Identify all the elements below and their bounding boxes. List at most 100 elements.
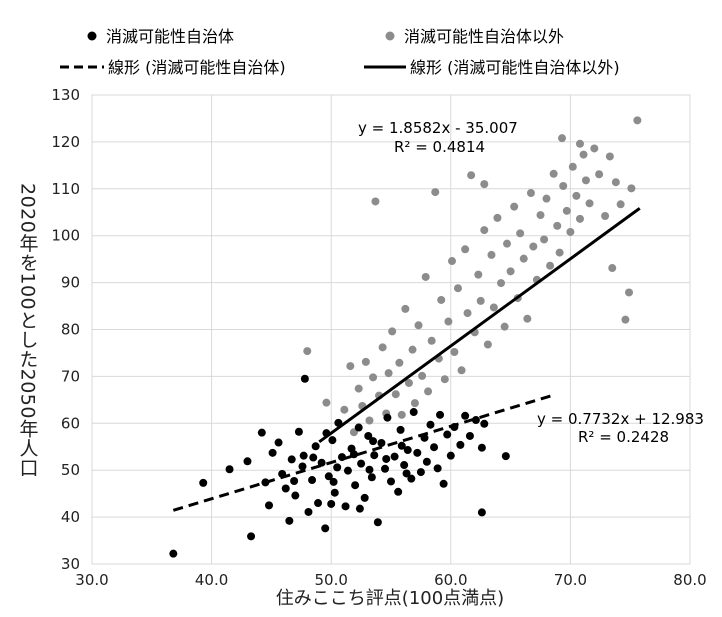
point-other bbox=[384, 369, 393, 378]
point-vanish bbox=[402, 469, 411, 478]
point-vanish bbox=[357, 459, 366, 468]
point-vanish bbox=[477, 443, 486, 452]
point-vanish bbox=[403, 446, 412, 455]
point-other bbox=[572, 191, 581, 200]
point-other bbox=[605, 152, 614, 161]
point-vanish bbox=[382, 454, 391, 463]
point-vanish bbox=[321, 524, 330, 533]
point-other bbox=[506, 267, 515, 276]
point-vanish bbox=[290, 476, 299, 485]
y-tick-label: 130 bbox=[51, 86, 80, 104]
point-other bbox=[503, 239, 512, 248]
point-other bbox=[483, 340, 492, 349]
point-vanish bbox=[329, 477, 338, 486]
y-tick-label: 120 bbox=[51, 133, 80, 151]
point-other bbox=[625, 288, 634, 297]
point-vanish bbox=[367, 473, 376, 482]
point-other bbox=[395, 358, 404, 367]
point-other bbox=[369, 373, 378, 382]
point-vanish bbox=[265, 501, 274, 510]
point-vanish bbox=[343, 466, 352, 475]
point-vanish bbox=[407, 474, 416, 483]
axis-ticks: 30 40 50 60 70 80 90 100 110 120 130 30.0 40.0 50.0 60… bbox=[51, 86, 706, 589]
y-tick-label: 90 bbox=[61, 274, 80, 292]
r2-vanish: R² = 0.2428 bbox=[578, 428, 669, 446]
point-vanish bbox=[364, 431, 373, 440]
point-other bbox=[493, 213, 502, 222]
legend: 消滅可能性自治体 消滅可能性自治体以外 線形 (消滅可能性自治体) 線形 (消滅… bbox=[60, 27, 620, 77]
point-other bbox=[354, 384, 363, 393]
point-vanish bbox=[169, 549, 178, 558]
point-vanish bbox=[422, 457, 431, 466]
point-other bbox=[450, 348, 459, 357]
point-vanish bbox=[397, 441, 406, 450]
point-vanish bbox=[311, 442, 320, 451]
legend-label-trend-other: 線形 (消滅可能性自治体以外) bbox=[410, 58, 620, 77]
point-vanish bbox=[341, 502, 350, 511]
point-vanish bbox=[324, 472, 333, 481]
point-other bbox=[581, 176, 590, 185]
y-tick-label: 40 bbox=[61, 508, 80, 526]
series-vanish-points bbox=[169, 374, 510, 558]
point-other bbox=[562, 206, 571, 215]
point-vanish bbox=[387, 477, 395, 486]
point-other bbox=[340, 405, 349, 414]
point-other bbox=[555, 248, 564, 257]
point-other bbox=[536, 211, 545, 220]
point-vanish bbox=[465, 431, 474, 440]
point-vanish bbox=[299, 451, 308, 460]
point-vanish bbox=[400, 461, 409, 470]
x-axis-label: 住みここち評点(100点満点) bbox=[275, 588, 505, 609]
legend-label-vanish: 消滅可能性自治体 bbox=[106, 27, 234, 46]
r2-other: R² = 0.4814 bbox=[394, 138, 485, 156]
point-vanish bbox=[309, 453, 318, 462]
point-vanish bbox=[477, 508, 486, 517]
point-other bbox=[388, 327, 397, 336]
point-other bbox=[621, 315, 630, 324]
point-other bbox=[476, 296, 485, 305]
point-vanish bbox=[349, 450, 358, 459]
point-other bbox=[431, 188, 440, 197]
x-tick-label: 40.0 bbox=[195, 571, 228, 589]
point-other bbox=[575, 139, 584, 148]
point-vanish bbox=[327, 499, 336, 508]
point-vanish bbox=[390, 452, 399, 461]
point-other bbox=[500, 322, 509, 331]
point-vanish bbox=[199, 478, 208, 487]
point-vanish bbox=[281, 484, 290, 493]
trendline-other bbox=[318, 207, 641, 444]
point-other bbox=[418, 371, 427, 380]
point-other bbox=[497, 279, 506, 288]
point-other bbox=[444, 317, 453, 326]
point-vanish bbox=[433, 464, 442, 473]
x-tick-label: 80.0 bbox=[673, 571, 706, 589]
point-other bbox=[616, 200, 625, 209]
point-vanish bbox=[446, 451, 455, 460]
point-other bbox=[371, 197, 380, 206]
point-other bbox=[549, 169, 558, 178]
point-vanish bbox=[413, 448, 422, 457]
y-tick-label: 30 bbox=[61, 555, 80, 573]
point-vanish bbox=[501, 452, 510, 461]
point-other bbox=[361, 357, 370, 366]
y-tick-label: 100 bbox=[51, 227, 80, 245]
point-other bbox=[447, 257, 456, 266]
point-other bbox=[523, 314, 532, 323]
trendline-vanish bbox=[172, 393, 553, 512]
point-other bbox=[474, 270, 483, 279]
point-other bbox=[414, 321, 423, 330]
equation-vanish: y = 0.7732x + 12.983 bbox=[537, 410, 704, 428]
point-vanish bbox=[471, 416, 480, 425]
point-other bbox=[519, 254, 528, 263]
point-other bbox=[487, 250, 496, 259]
point-vanish bbox=[430, 443, 439, 452]
x-tick-label: 50.0 bbox=[314, 571, 347, 589]
point-other bbox=[516, 229, 525, 238]
point-other bbox=[608, 264, 617, 273]
point-other bbox=[346, 362, 355, 371]
point-other bbox=[365, 416, 374, 425]
point-other bbox=[457, 366, 466, 375]
point-vanish bbox=[377, 438, 386, 447]
point-other bbox=[437, 295, 446, 304]
point-vanish bbox=[456, 440, 465, 449]
